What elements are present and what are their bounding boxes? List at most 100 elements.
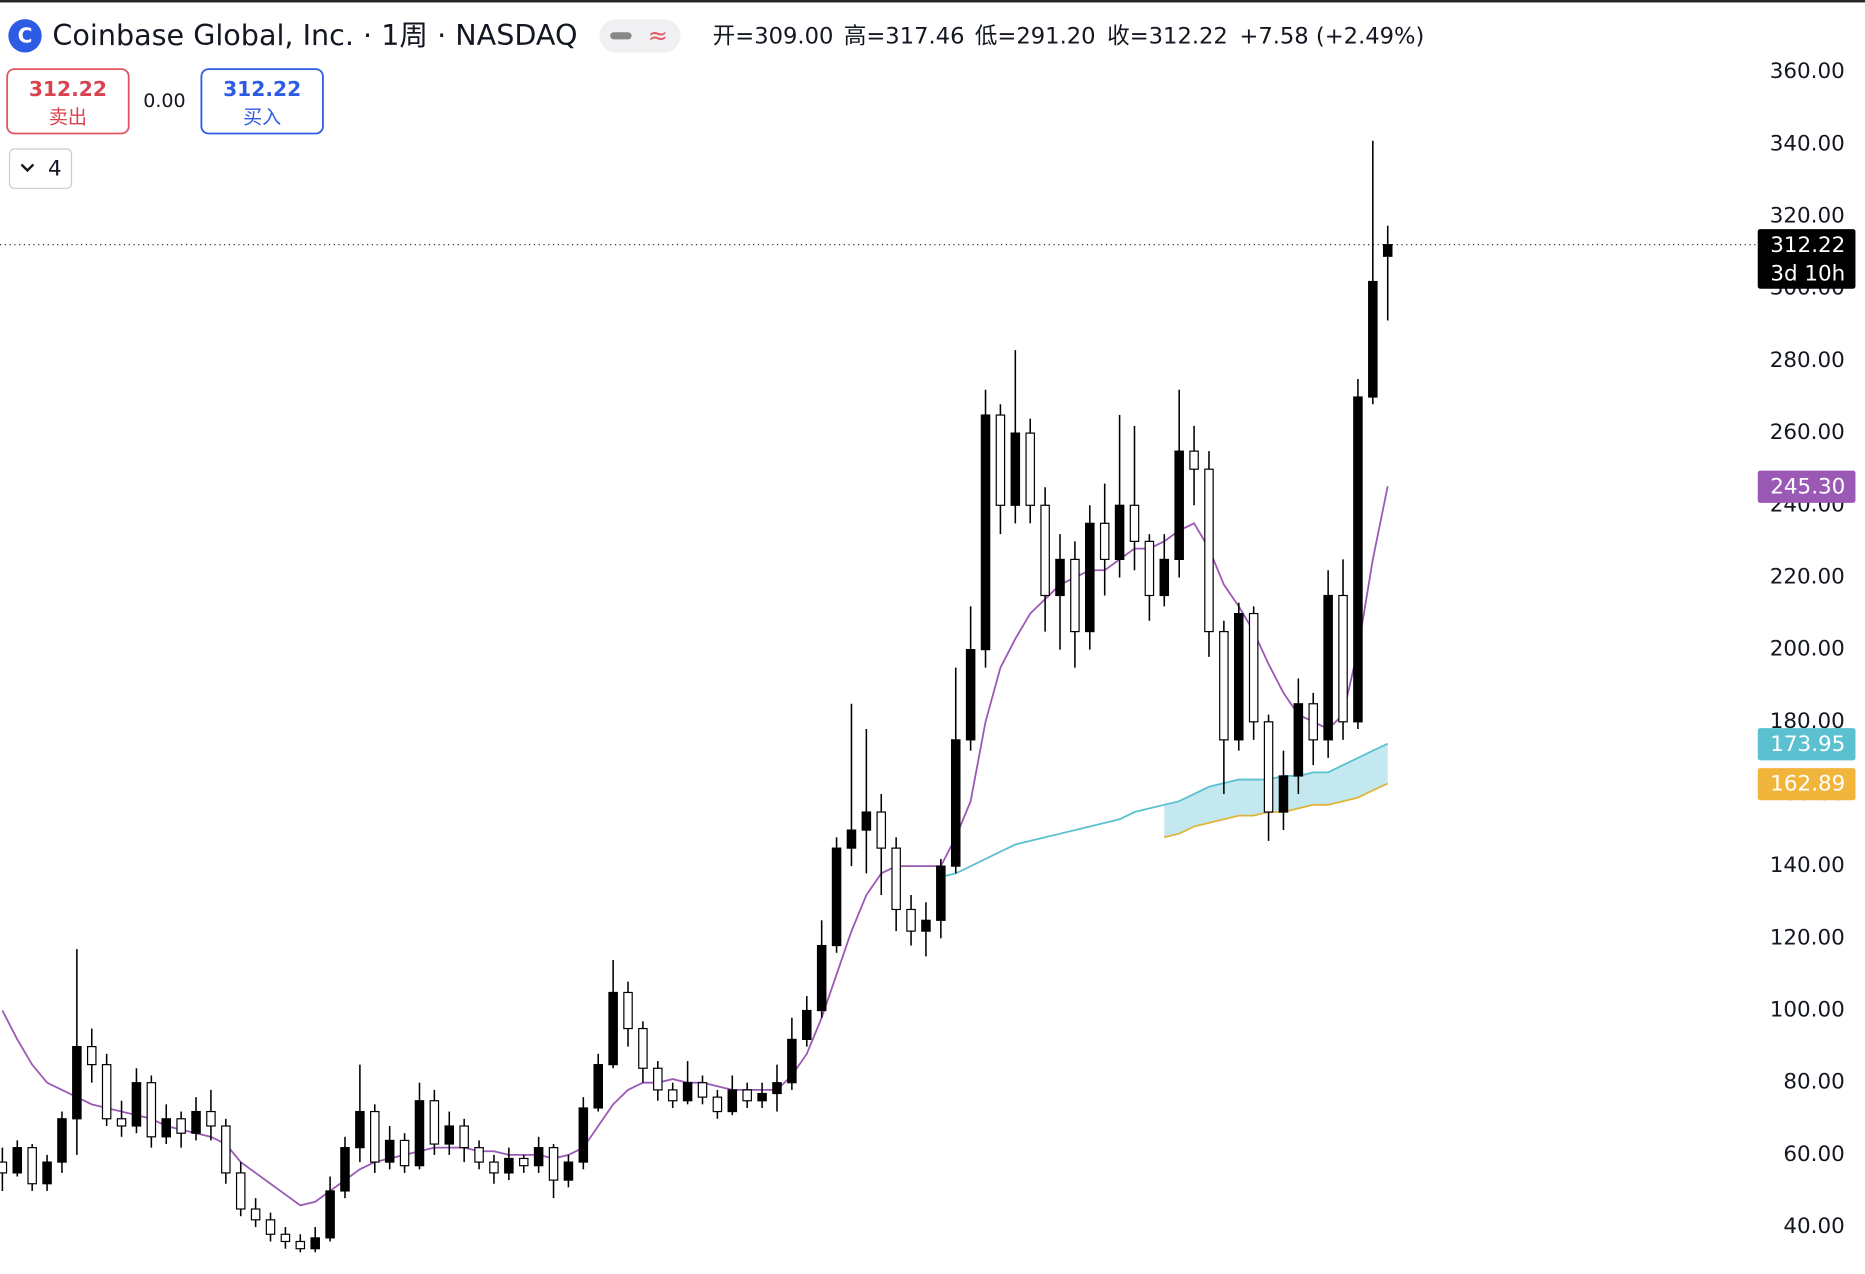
y-tick-label: 340.00 [1770, 131, 1845, 156]
price-label-box [1757, 470, 1856, 503]
candle-body [86, 1046, 97, 1066]
candle-body [891, 847, 901, 911]
candle-body [265, 1219, 276, 1235]
candle-body [1204, 468, 1214, 633]
status-pill [599, 19, 681, 53]
candle-body [727, 1089, 738, 1113]
candle-body [42, 1161, 52, 1185]
candle-body [816, 944, 827, 1012]
candle-body [1040, 504, 1050, 597]
ohlc-low: 低=291.20 [975, 23, 1096, 49]
candle-body [697, 1082, 708, 1098]
candle-body [742, 1089, 752, 1102]
candle-body [206, 1110, 216, 1127]
price-label-box [1757, 768, 1856, 801]
candle-body [57, 1118, 67, 1163]
candle-body [1055, 558, 1065, 597]
candle-body [1353, 396, 1363, 723]
candle-body [191, 1110, 201, 1134]
candle-body [667, 1089, 678, 1102]
spread: 0.00 [143, 90, 185, 112]
candle-body [1189, 450, 1199, 470]
candle-body [250, 1208, 261, 1221]
sell-price: 312.22 [29, 77, 107, 101]
ohlc-change: +7.58 (+2.49%) [1239, 23, 1424, 49]
indicator-toggle[interactable] [8, 148, 73, 189]
candle-body [131, 1082, 142, 1127]
candle-body [414, 1100, 425, 1167]
logo [8, 19, 42, 53]
candle-body [831, 847, 842, 947]
ohlc-open: 开=309.00 [713, 23, 834, 49]
price-label: 162.89 [1770, 772, 1845, 797]
candle-body [1323, 594, 1333, 741]
price-label: 173.95 [1770, 732, 1845, 757]
y-tick-label: 60.00 [1783, 1142, 1844, 1167]
y-tick-label: 220.00 [1770, 564, 1845, 589]
candle-body [1010, 432, 1021, 506]
candle-body [1233, 612, 1244, 741]
candle-body [1293, 703, 1304, 777]
candle-body [12, 1147, 23, 1174]
candle-body [384, 1139, 395, 1163]
candle-body [1338, 594, 1348, 723]
candle-body [176, 1118, 186, 1134]
candle-body [116, 1118, 127, 1127]
candle-body [504, 1157, 514, 1174]
candle-body [638, 1027, 648, 1069]
price-label-box [1757, 728, 1856, 761]
candle-body [295, 1240, 306, 1250]
candle-body [608, 991, 618, 1066]
chevron [20, 163, 35, 173]
candle-body [101, 1064, 112, 1120]
countdown: 3d 10h [1770, 261, 1845, 286]
candle-body [980, 414, 991, 651]
y-tick-label: 280.00 [1770, 348, 1845, 373]
candle-body [995, 414, 1006, 506]
y-tick-label: 100.00 [1770, 998, 1845, 1023]
buy-button[interactable] [200, 68, 324, 135]
candle-body [876, 811, 887, 849]
candle-body [787, 1038, 797, 1084]
candle-body [1099, 522, 1110, 561]
sell-button[interactable] [6, 68, 130, 135]
candle-body [548, 1147, 559, 1181]
status-wave: ≈ [648, 21, 668, 49]
candle-body [1070, 558, 1080, 633]
title: Coinbase Global, Inc. · 1周 · NASDAQ [52, 18, 577, 52]
candle-body [950, 739, 961, 867]
candle-body [474, 1147, 484, 1163]
candle-body [1085, 522, 1095, 633]
ohlc-high: 高=317.46 [844, 23, 965, 49]
sell-label: 卖出 [49, 107, 87, 129]
y-tick-label: 140.00 [1770, 853, 1845, 878]
candle-body [1263, 721, 1274, 813]
price-label: 312.22 [1770, 233, 1845, 258]
y-tick-label: 80.00 [1783, 1070, 1844, 1095]
candle-body [72, 1046, 82, 1120]
candle-body [1248, 612, 1259, 723]
candle-body [682, 1082, 693, 1102]
indicator-line [1164, 782, 1389, 839]
candle-body [533, 1147, 544, 1167]
candle-body [355, 1110, 365, 1149]
y-tick-label: 260.00 [1770, 420, 1845, 445]
candle-body [489, 1161, 499, 1174]
candle-body [965, 649, 976, 741]
indicator-line [940, 742, 1389, 878]
candle-body [161, 1118, 172, 1138]
candle-body [846, 829, 857, 849]
candle-body [1144, 540, 1155, 597]
candle-body [578, 1107, 589, 1163]
logo-letter: C [18, 23, 33, 47]
band-fill [1164, 743, 1388, 838]
candle-body [1114, 504, 1125, 561]
candle-body [325, 1190, 335, 1239]
candle-body [1308, 703, 1319, 741]
candle-body [653, 1067, 663, 1091]
candle-body [623, 991, 633, 1030]
price-label-box [1757, 229, 1856, 289]
candle-body [340, 1147, 350, 1192]
